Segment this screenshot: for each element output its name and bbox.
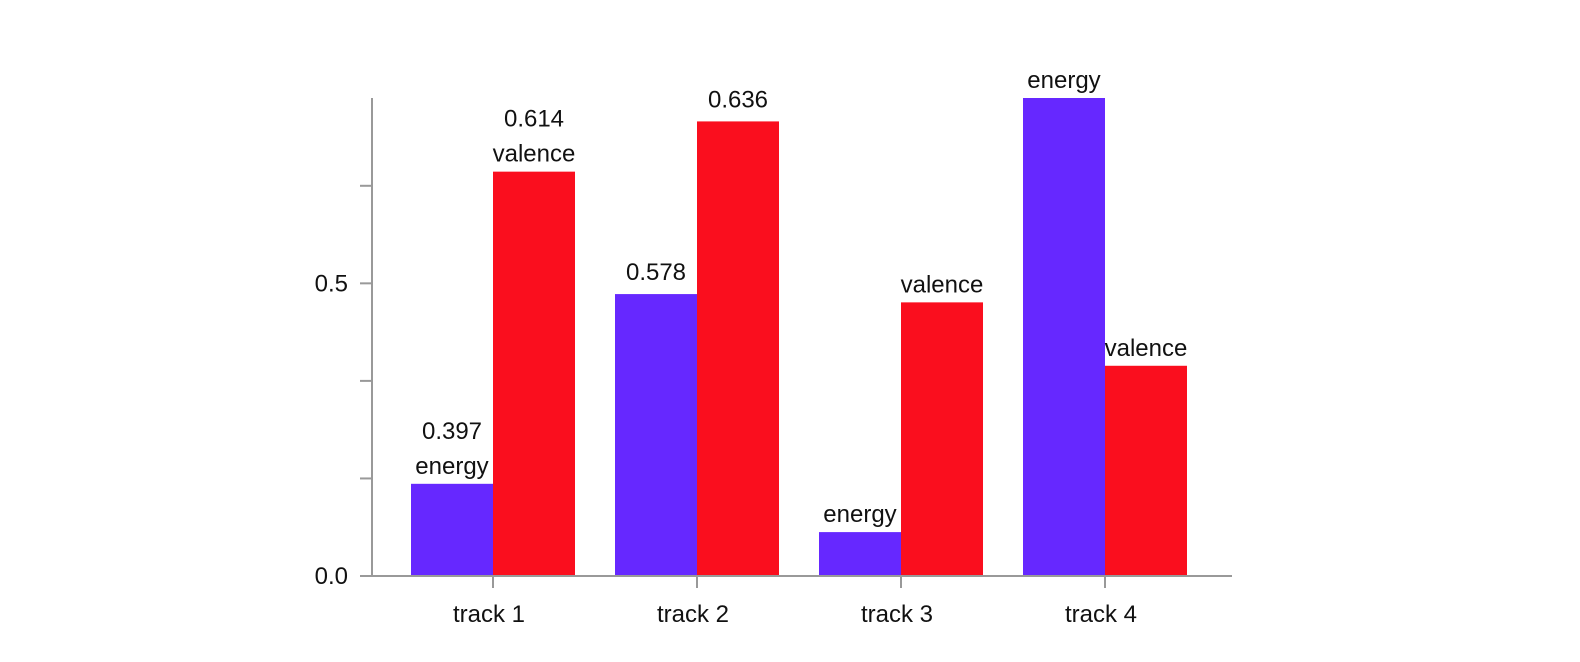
bar-valence (1105, 365, 1187, 576)
x-category-label: track 3 (861, 601, 933, 628)
axes-layer (360, 98, 1232, 588)
y-tick-label: 0.5 (315, 270, 348, 297)
bar-valence (697, 121, 779, 577)
bar-value-label: 0.578 (626, 259, 686, 286)
bar-series-label: valence (493, 141, 576, 168)
bar-energy (615, 294, 697, 576)
x-category-label: track 4 (1065, 601, 1137, 628)
bar-series-label: energy (823, 501, 896, 528)
labels-layer: 0.0 0.5 track 1 energy 0.397 valence 0.614 trac… (315, 67, 1188, 628)
bar-value-label: 0.614 (504, 106, 564, 133)
bar-value-label: 0.397 (422, 418, 482, 445)
bars-layer (411, 98, 1187, 577)
bar-series-label: valence (901, 271, 984, 298)
bar-energy (819, 532, 901, 576)
bar-series-label: energy (1027, 67, 1100, 94)
bar-value-label: 0.636 (708, 86, 768, 113)
bar-series-label: energy (415, 453, 488, 480)
x-category-label: track 2 (657, 601, 729, 628)
bar-energy (1023, 98, 1105, 576)
bar-valence (493, 171, 575, 577)
bar-series-label: valence (1105, 335, 1188, 362)
bar-valence (901, 302, 983, 576)
x-category-label: track 1 (453, 601, 525, 628)
bar-energy (411, 483, 493, 576)
y-tick-label: 0.0 (315, 563, 348, 590)
